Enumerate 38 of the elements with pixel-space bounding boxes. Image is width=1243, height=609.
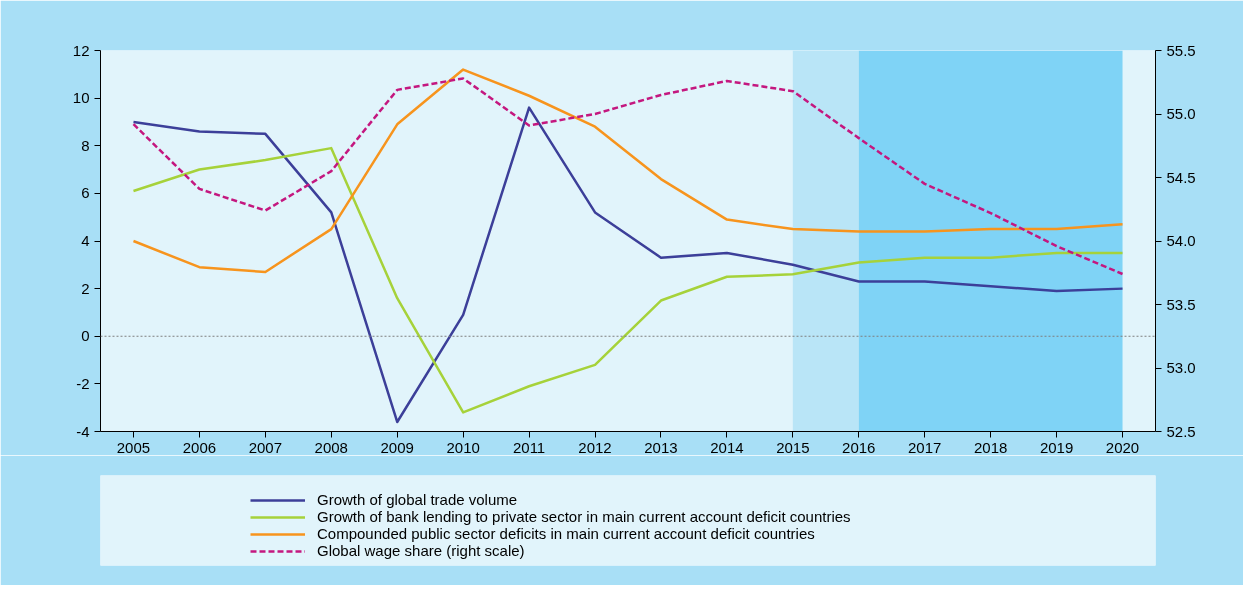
y2-tick-label: 53.5 [1166, 295, 1196, 313]
x-tick-label: 2017 [908, 438, 942, 456]
legend-label: Growth of global trade volume [317, 491, 518, 508]
legend-label: Compounded public sector deficits in main current account deficit countries [317, 525, 815, 542]
y-tick-label: 6 [81, 184, 90, 202]
x-tick-label: 2005 [116, 438, 151, 456]
x-tick-label: 2006 [182, 438, 217, 456]
y2-tick-label: 52.5 [1166, 422, 1196, 440]
x-tick-label: 2018 [973, 438, 1008, 456]
x-tick-label: 2014 [710, 438, 744, 456]
line-series [132, 146, 1124, 414]
line-series [132, 106, 1124, 424]
y-tick-label: -2 [76, 374, 90, 392]
y-tick-label: 4 [81, 232, 90, 249]
y-tick-label: 12 [72, 41, 90, 59]
x-tick-label: 2007 [248, 438, 283, 456]
legend-label: Global wage share (right scale) [317, 542, 525, 559]
x-tick-label: 2008 [314, 438, 348, 456]
y2-tick-label: 54.5 [1166, 168, 1196, 186]
x-tick-label: 2011 [512, 438, 546, 456]
y2-tick-label: 55.0 [1166, 105, 1196, 122]
x-tick-label: 2020 [1105, 438, 1140, 456]
x-tick-label: 2016 [842, 438, 876, 456]
y-tick-label: 10 [72, 89, 90, 107]
x-tick-label: 2012 [578, 438, 612, 456]
y-tick-label: 2 [81, 279, 90, 297]
y2-tick-label: 54.0 [1166, 232, 1196, 249]
x-tick-label: 2019 [1039, 438, 1074, 456]
x-tick-label: 2009 [380, 438, 414, 456]
y-tick-label: 0 [81, 327, 90, 345]
y-tick-label: 8 [81, 136, 90, 154]
legend-label: Growth of bank lending to private sector in main current account deficit countries [317, 508, 851, 525]
x-tick-label: 2010 [446, 438, 480, 456]
x-tick-label: 2015 [776, 438, 810, 456]
y2-tick-label: 53.0 [1166, 359, 1196, 376]
y-tick-label: -4 [76, 422, 90, 440]
y2-tick-label: 55.5 [1166, 41, 1196, 59]
x-tick-label: 2013 [644, 438, 678, 456]
